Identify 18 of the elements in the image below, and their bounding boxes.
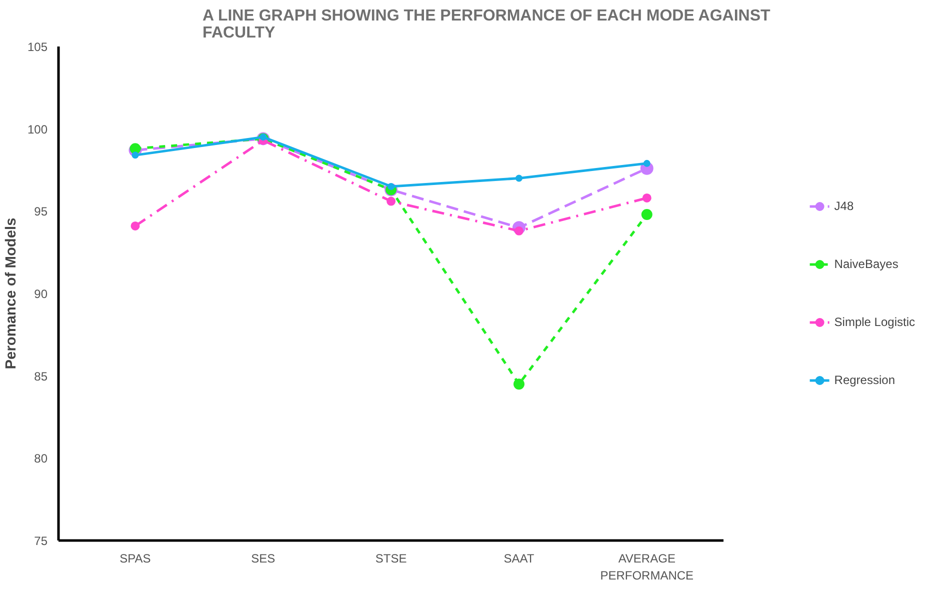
legend-label: Regression	[834, 373, 895, 387]
y-tick-label: 95	[34, 204, 48, 219]
y-tick-label: 75	[34, 534, 48, 548]
y-tick-label: 90	[34, 287, 48, 301]
y-axis-title: Peromance of Models	[3, 218, 20, 370]
x-tick-label: SPAS	[120, 552, 151, 566]
y-tick-label: 80	[34, 452, 48, 466]
x-tick-label: AVERAGE PERFORMANCE	[600, 552, 694, 582]
x-tick-label: SAAT	[504, 552, 535, 566]
y-tick-label: 100	[27, 122, 48, 136]
x-tick-label: STSE	[375, 552, 407, 566]
x-tick-label: SES	[251, 552, 276, 566]
legend-label: Simple Logistic	[834, 315, 915, 329]
chart-title: A LINE GRAPH SHOWING THE PERFORMANCE OF EACH MODE AGAINST FACULTY	[202, 8, 770, 42]
legend-label: NaiveBayes	[834, 257, 898, 271]
y-tick-label: 85	[34, 369, 48, 384]
legend-label: J48	[834, 199, 854, 213]
y-tick-label: 105	[27, 40, 48, 54]
